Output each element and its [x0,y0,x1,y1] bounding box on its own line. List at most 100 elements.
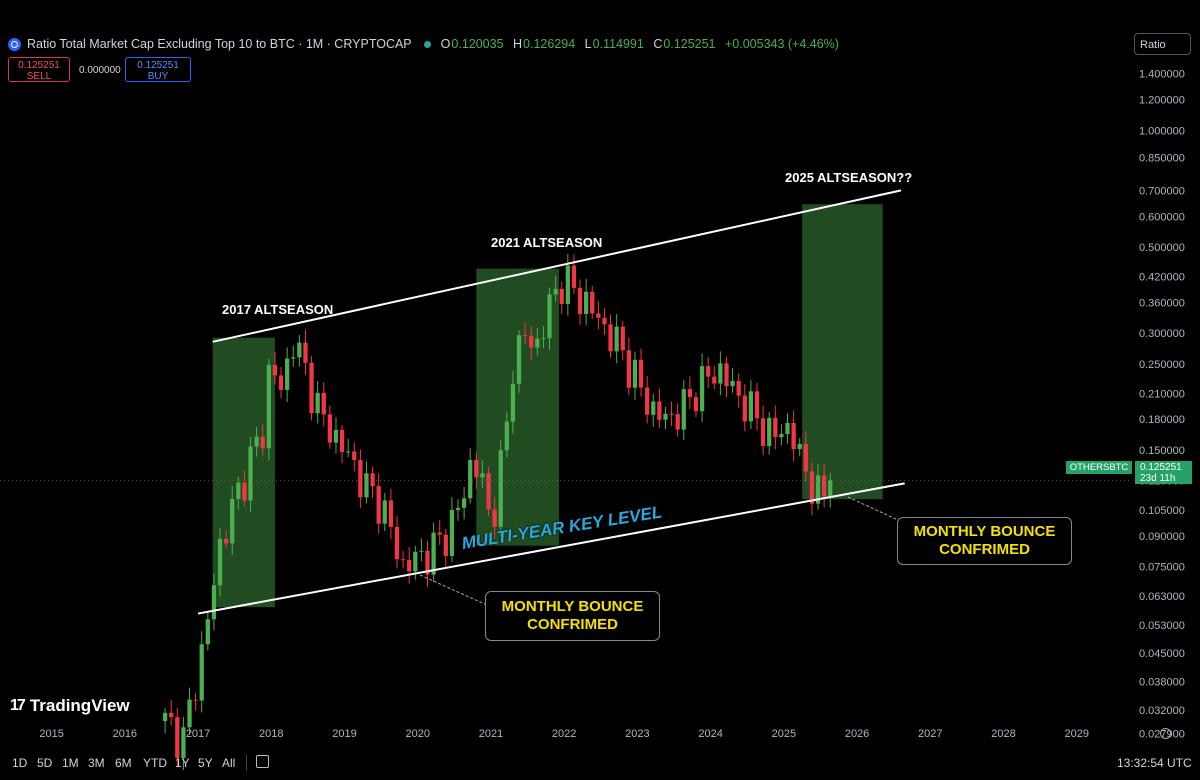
candle-body [522,335,528,337]
timeframe-ytd[interactable]: YTD [143,756,167,770]
timeframe-1d[interactable]: 1D [12,756,28,770]
candle-body [400,559,406,561]
y-tick-label: 0.038000 [1139,676,1185,688]
candle-body [779,434,784,438]
candle-body [547,294,552,339]
y-tick-label: 0.075000 [1139,562,1185,574]
candle-body [181,727,186,758]
candle-body [382,500,387,524]
x-tick-label: 2025 [772,728,796,740]
candle-body [584,291,589,314]
buy-button[interactable]: 0.125251 BUY [125,57,191,82]
candle-body [699,366,705,412]
y-tick-label: 0.700000 [1139,185,1185,197]
timeframe-all[interactable]: All [222,756,236,770]
candle-body [248,446,253,501]
timeframe-5d[interactable]: 5D [37,756,53,770]
candle-body [315,392,320,414]
y-tick-label: 1.000000 [1139,125,1185,137]
x-tick-label: 2021 [479,728,503,740]
candle-body [541,338,546,340]
y-tick-label: 0.250000 [1139,359,1185,371]
high-value: 0.126294 [523,37,576,51]
toolbar-divider [246,755,247,771]
candle-body [309,362,314,414]
candle-body [486,473,491,510]
candle-body [431,532,436,575]
candle-body [230,498,235,544]
candle-body [809,471,815,504]
y-tick-label: 0.090000 [1139,531,1185,543]
candle-body [828,480,833,497]
candle-body [339,429,345,452]
candle-body [254,436,259,447]
annotation-2025: 2025 ALTSEASON?? [785,170,913,185]
settings-gear-icon[interactable] [1160,728,1171,739]
candle-body [346,451,351,453]
candle-body [504,421,509,451]
timeframe-1m[interactable]: 1M [62,756,79,770]
candle-body [199,644,204,701]
annotation-2021: 2021 ALTSEASON [491,235,603,250]
candle-body [657,401,662,420]
y-tick-label: 0.420000 [1139,271,1185,283]
candle-body [742,395,747,422]
timeframe-3m[interactable]: 3M [88,756,105,770]
tradingview-mark-icon: 17 [10,697,26,714]
candle-body [681,389,686,430]
symbol-price-tag: OTHERSBTC [1066,461,1132,474]
candle-body [608,324,613,352]
x-tick-label: 2028 [991,728,1015,740]
buy-price: 0.125251 [137,60,179,71]
candle-body [791,423,796,450]
candle-body [614,326,619,352]
x-tick-label: 2015 [39,728,63,740]
scale-ratio-button[interactable]: Ratio [1134,33,1191,55]
candle-body [425,550,430,575]
candle-body [364,473,369,498]
y-tick-label: 0.045000 [1139,648,1185,660]
candle-body [632,359,638,388]
y-tick-label: 1.200000 [1139,95,1185,107]
y-tick-label: 0.500000 [1139,242,1185,254]
y-tick-label: 0.150000 [1139,445,1185,457]
candle-body [474,460,479,478]
candle-body [645,387,650,415]
x-tick-label: 2024 [698,728,722,740]
candle-body [370,473,375,487]
ohlc-values: O0.120035 H0.126294 L0.114991 C0.125251 … [440,37,839,51]
timeframe-5y[interactable]: 5Y [198,756,213,770]
candle-body [278,375,284,390]
candle-body [242,482,247,501]
candle-body [437,532,442,535]
go-to-date-icon[interactable] [256,755,269,768]
timeframe-1y[interactable]: 1Y [175,756,190,770]
symbol-title[interactable]: Ratio Total Market Cap Excluding Top 10 … [27,37,412,51]
candle-body [596,313,601,318]
callout-bounce-2025: MONTHLY BOUNCE CONFRIMED [897,517,1072,565]
timeframe-6m[interactable]: 6M [115,756,132,770]
annotation-2017: 2017 ALTSEASON [222,302,334,317]
candle-body [797,443,802,450]
candle-body [352,451,357,461]
sell-button[interactable]: 0.125251 SELL [8,57,70,82]
candle-body [272,364,278,376]
candle-body [260,436,265,449]
candle-body [211,585,217,620]
x-tick-label: 2016 [113,728,137,740]
current-price-tag: 0.125251 23d 11h [1135,461,1192,484]
candle-body [358,460,363,498]
candle-body [297,342,302,358]
candle-body [285,358,290,390]
tradingview-logo: 17 TradingView [10,696,130,716]
candle-body [449,509,455,556]
candle-body [468,460,473,499]
candle-body [223,538,229,544]
candle-body [169,712,174,718]
candle-body [461,498,467,508]
candle-body [553,288,558,295]
candle-body [651,401,656,415]
candle-body [455,507,461,510]
y-tick-label: 0.053000 [1139,620,1185,632]
